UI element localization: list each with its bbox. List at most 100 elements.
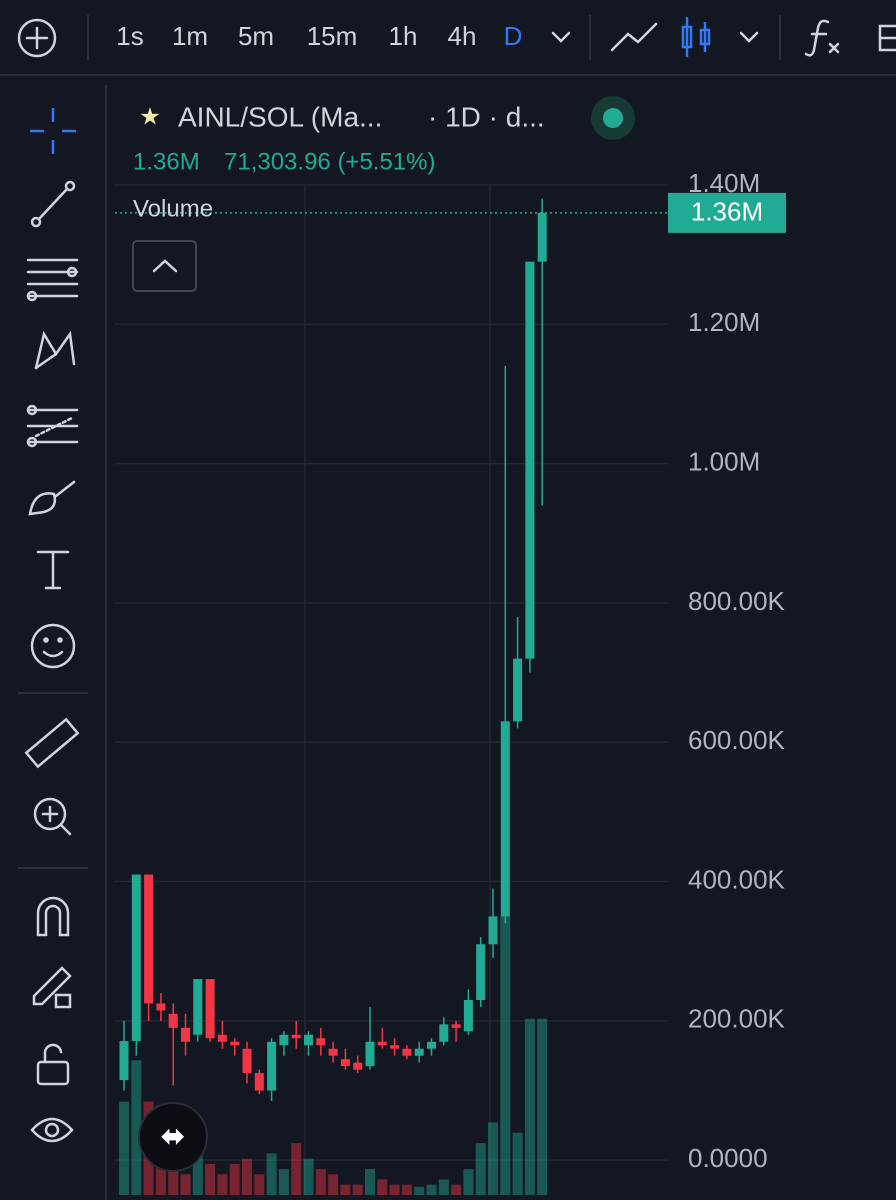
volume-bar <box>365 1169 375 1195</box>
symbol: AINL/SOL (Ma... <box>178 101 382 132</box>
layout-button[interactable] <box>878 24 896 52</box>
interval-button[interactable]: 15m <box>307 21 358 51</box>
volume-bar <box>340 1184 351 1195</box>
visibility-tool[interactable] <box>30 1117 74 1143</box>
candle-body <box>476 944 486 1000</box>
pane-label: Volume <box>133 195 213 222</box>
candle-body <box>304 1034 313 1046</box>
volume-bar <box>205 1163 216 1195</box>
volume-bar <box>254 1174 265 1195</box>
crosshair-tool[interactable] <box>30 108 76 154</box>
volume-bar <box>180 1174 191 1195</box>
candle-body <box>291 1034 301 1039</box>
y-tick-label: 800.00K <box>688 586 786 616</box>
candle-body <box>353 1062 363 1070</box>
interval-group: 1s 1m 5m 15m 1h 4h D <box>116 21 522 51</box>
volume-bar <box>377 1179 388 1195</box>
magnet-tool[interactable] <box>36 896 70 937</box>
volume-bar <box>168 1163 179 1195</box>
tv-logo <box>138 1102 208 1172</box>
candle-body <box>156 1003 166 1011</box>
y-tick-label: 600.00K <box>688 725 786 755</box>
line-chart-button[interactable] <box>610 22 658 52</box>
indicators-button[interactable] <box>804 19 840 57</box>
text-tool[interactable] <box>36 550 70 590</box>
volume-bar <box>217 1174 228 1195</box>
y-tick-label: 0.0000 <box>688 1143 768 1173</box>
interval-button[interactable]: 4h <box>448 21 477 51</box>
chart: 0.0000 200.00K 400.00K 600.00K 800.00K 1.00M 1… <box>115 168 786 1195</box>
candle-body <box>525 261 535 659</box>
volume-bar <box>512 1132 523 1195</box>
collapse-icon <box>152 259 178 273</box>
candle-body <box>131 874 141 1042</box>
candle-body <box>119 1041 129 1081</box>
emoji-tool[interactable] <box>30 623 76 669</box>
favorite-star[interactable]: ★ <box>139 103 161 130</box>
volume-bar <box>414 1186 425 1195</box>
brush-tool[interactable] <box>28 480 76 516</box>
tv-logo-mark: ⬌ <box>161 1120 184 1151</box>
collapse-button[interactable] <box>132 240 197 292</box>
fib-tool[interactable] <box>26 258 79 302</box>
ruler-tool[interactable] <box>24 717 80 769</box>
volume-bar <box>524 1018 535 1195</box>
prediction-tool[interactable] <box>26 404 79 448</box>
volume-bar <box>488 1122 498 1195</box>
interval-button[interactable]: 1s <box>116 21 143 51</box>
candle-body <box>402 1048 412 1056</box>
trend-line-tool[interactable] <box>30 180 76 228</box>
volume-bar <box>352 1184 363 1195</box>
interval-button[interactable]: 1m <box>172 21 208 51</box>
volume-bar <box>426 1184 437 1195</box>
volume-bar <box>278 1169 289 1195</box>
candle-body <box>463 999 473 1032</box>
add-button[interactable] <box>17 18 57 58</box>
candle-body <box>316 1038 326 1046</box>
candle-body <box>254 1073 264 1091</box>
candle-body <box>328 1048 338 1056</box>
last-price: 1.36M <box>133 148 200 175</box>
candle-body <box>500 721 510 917</box>
lock-tool[interactable] <box>36 1043 70 1086</box>
y-tick-label: 400.00K <box>688 864 786 894</box>
candle-body <box>144 874 154 1004</box>
candle-body <box>217 1034 227 1042</box>
price-change: 71,303.96 (+5.51%) <box>224 148 436 175</box>
candle-body <box>242 1048 252 1074</box>
candle-body <box>488 916 498 945</box>
candle-body <box>439 1024 449 1042</box>
zoom-tool[interactable] <box>33 797 72 836</box>
volume-bar <box>131 1060 142 1195</box>
lock-drawings-tool[interactable] <box>32 966 72 1009</box>
candle-body <box>377 1041 387 1046</box>
volume-bar <box>451 1184 462 1195</box>
volume-bar <box>291 1143 302 1195</box>
interval-button[interactable]: 1h <box>389 21 418 51</box>
candle-body <box>427 1041 436 1049</box>
interval-button[interactable]: D <box>504 21 523 51</box>
volume-bar <box>389 1184 400 1195</box>
candle-body <box>513 658 523 722</box>
interval-button[interactable]: 5m <box>238 21 274 51</box>
volume-bar <box>315 1169 326 1195</box>
volume-bar <box>119 1101 129 1195</box>
volume-bar <box>537 1018 548 1195</box>
volume-bar <box>438 1179 449 1195</box>
candle-body <box>279 1034 289 1046</box>
y-tick-label: 1.20M <box>688 307 760 337</box>
volume-bar <box>328 1174 339 1195</box>
pattern-tool[interactable] <box>34 330 76 370</box>
candle-body <box>193 979 203 1035</box>
candle-body <box>390 1045 400 1049</box>
candle-body <box>365 1041 375 1067</box>
candle-body <box>451 1024 461 1028</box>
candle-body <box>340 1059 350 1067</box>
interval-label: · 1D · d... <box>428 101 545 132</box>
chart-type-dropdown[interactable] <box>739 31 759 43</box>
candle-chart-button[interactable] <box>681 17 711 57</box>
interval-dropdown[interactable] <box>551 31 571 43</box>
volume-bar <box>192 1153 203 1195</box>
status-dot <box>603 108 623 128</box>
